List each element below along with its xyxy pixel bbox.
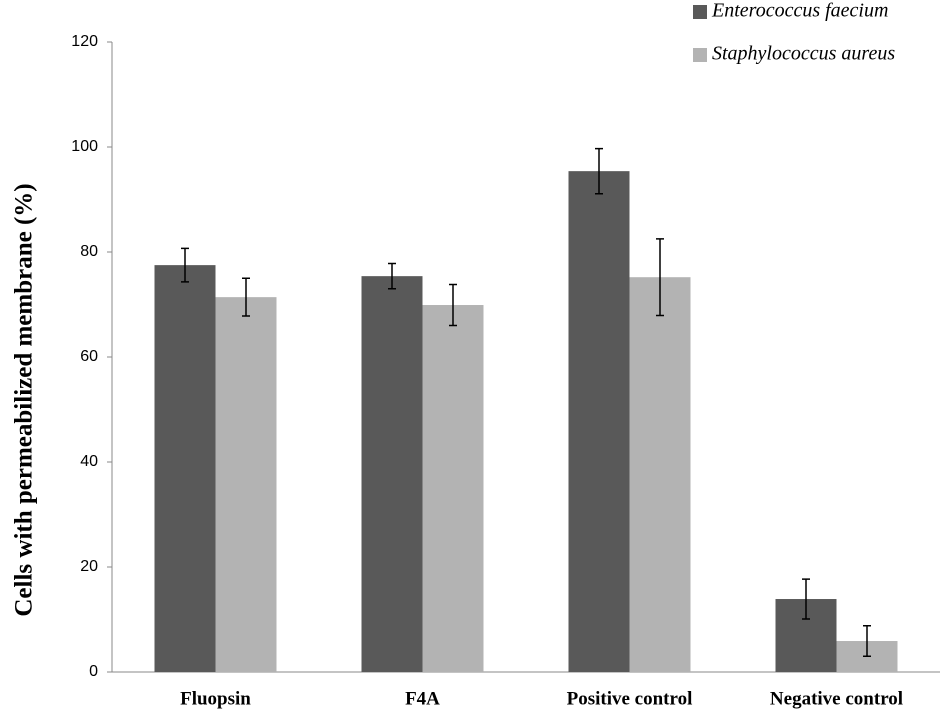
x-tick-label: F4A	[405, 688, 440, 709]
y-tick-label: 80	[80, 243, 98, 260]
x-tick-label: Fluopsin	[180, 688, 251, 709]
y-tick-label: 40	[80, 453, 98, 470]
error-bar	[242, 277, 250, 317]
y-tick-label: 100	[71, 138, 98, 155]
bar	[154, 265, 216, 672]
legend-swatch	[693, 48, 707, 62]
bar	[361, 276, 423, 672]
bar	[629, 277, 691, 672]
error-bar	[595, 147, 603, 195]
y-tick-label: 60	[80, 348, 98, 365]
error-bar	[388, 262, 396, 290]
error-bar	[181, 247, 189, 283]
y-tick-label: 0	[89, 663, 98, 680]
x-tick-label: Negative control	[770, 688, 903, 709]
legend-swatch	[693, 5, 707, 19]
legend-label: Staphylococcus aureus	[712, 43, 895, 65]
bar	[422, 305, 484, 672]
bar	[568, 171, 630, 672]
legend-label: Enterococcus faecium	[711, 0, 888, 22]
x-tick-label: Positive control	[567, 688, 693, 709]
y-tick-label: 20	[80, 558, 98, 575]
y-axis-label: Cells with permeabilized membrane (%)	[11, 183, 38, 616]
y-tick-label: 120	[71, 33, 98, 50]
error-bar	[863, 625, 871, 657]
error-bar	[802, 578, 810, 620]
bar	[215, 297, 277, 672]
error-bar	[656, 238, 664, 317]
error-bar	[449, 283, 457, 327]
